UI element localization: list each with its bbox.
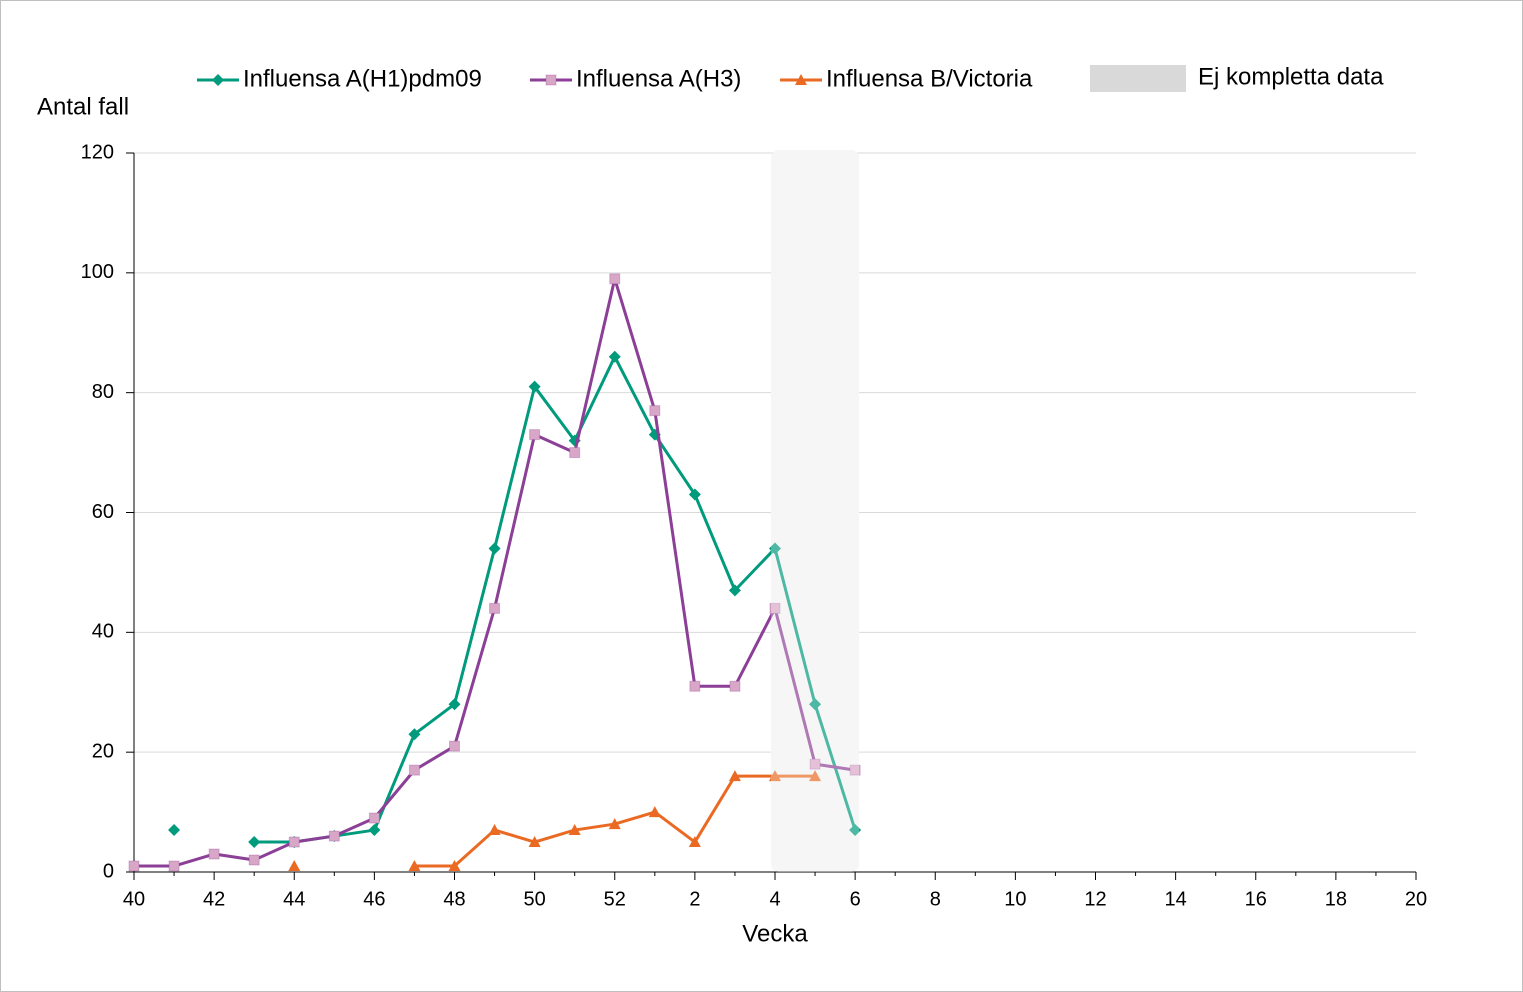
incomplete-overlay — [771, 150, 860, 872]
marker — [569, 447, 581, 459]
marker — [608, 350, 621, 363]
marker — [728, 770, 741, 782]
marker — [849, 764, 861, 776]
series-line — [254, 355, 857, 844]
x-tick-label: 16 — [1245, 888, 1267, 910]
x-tick-label: 8 — [930, 888, 941, 910]
x-tick-label: 40 — [123, 888, 145, 910]
marker — [212, 74, 224, 86]
marker — [529, 429, 541, 441]
y-tick-label: 80 — [92, 381, 114, 403]
x-tick-label: 50 — [524, 888, 546, 910]
x-tick-label: 18 — [1325, 888, 1347, 910]
marker — [368, 812, 380, 824]
marker — [368, 824, 381, 837]
marker — [689, 680, 701, 692]
marker — [769, 770, 781, 782]
marker — [729, 680, 741, 692]
marker — [728, 584, 741, 597]
marker — [769, 542, 781, 555]
y-tick-label: 60 — [92, 501, 114, 523]
marker — [688, 488, 701, 501]
marker — [809, 698, 822, 711]
marker — [489, 602, 501, 614]
legend-label: Influensa B/Victoria — [826, 65, 1033, 92]
marker — [649, 405, 661, 417]
marker — [809, 770, 822, 782]
marker — [809, 758, 821, 770]
x-tick-label: 20 — [1405, 888, 1427, 910]
marker — [488, 542, 501, 555]
x-tick-label: 12 — [1084, 888, 1106, 910]
marker — [328, 830, 340, 842]
marker — [168, 860, 180, 872]
legend-label: Ej kompletta data — [1198, 63, 1384, 90]
x-tick-label: 10 — [1004, 888, 1026, 910]
legend-swatch — [1090, 65, 1186, 92]
marker — [528, 836, 541, 848]
y-tick-label: 40 — [92, 621, 114, 643]
marker — [608, 818, 621, 830]
marker — [609, 273, 621, 285]
marker — [795, 74, 807, 85]
y-tick-label: 100 — [81, 261, 114, 283]
y-tick-label: 20 — [92, 740, 114, 762]
marker — [568, 824, 581, 836]
y-tick-label: 120 — [81, 141, 114, 163]
marker — [449, 740, 460, 752]
x-tick-label: 14 — [1165, 888, 1187, 910]
y-tick-label: 0 — [103, 860, 114, 882]
marker — [128, 860, 140, 872]
x-tick-label: 42 — [203, 888, 225, 910]
marker — [208, 848, 220, 860]
marker — [448, 860, 461, 872]
x-tick-label: 44 — [283, 888, 305, 910]
marker — [545, 74, 557, 86]
x-tick-label: 48 — [443, 888, 465, 910]
marker — [769, 602, 781, 614]
x-tick-label: 52 — [604, 888, 626, 910]
marker — [288, 860, 301, 872]
marker — [408, 728, 421, 741]
marker — [849, 824, 862, 837]
x-tick-label: 4 — [769, 888, 780, 910]
y-axis-label: Antal fall — [37, 93, 129, 120]
legend-label: Influensa A(H1)pdm09 — [243, 65, 482, 92]
marker — [408, 764, 420, 776]
marker — [168, 824, 181, 837]
incomplete-band — [771, 150, 860, 872]
marker — [488, 824, 501, 836]
x-tick-label: 46 — [363, 888, 385, 910]
x-tick-label: 6 — [850, 888, 861, 910]
marker — [688, 836, 701, 848]
legend-label: Influensa A(H3) — [576, 65, 741, 92]
x-axis-label: Vecka — [742, 920, 808, 947]
marker — [408, 860, 421, 872]
marker — [448, 698, 461, 711]
marker — [288, 836, 300, 848]
x-tick-label: 2 — [689, 888, 700, 910]
marker — [248, 836, 261, 849]
marker — [248, 854, 260, 866]
marker — [648, 806, 661, 818]
marker — [528, 380, 541, 393]
